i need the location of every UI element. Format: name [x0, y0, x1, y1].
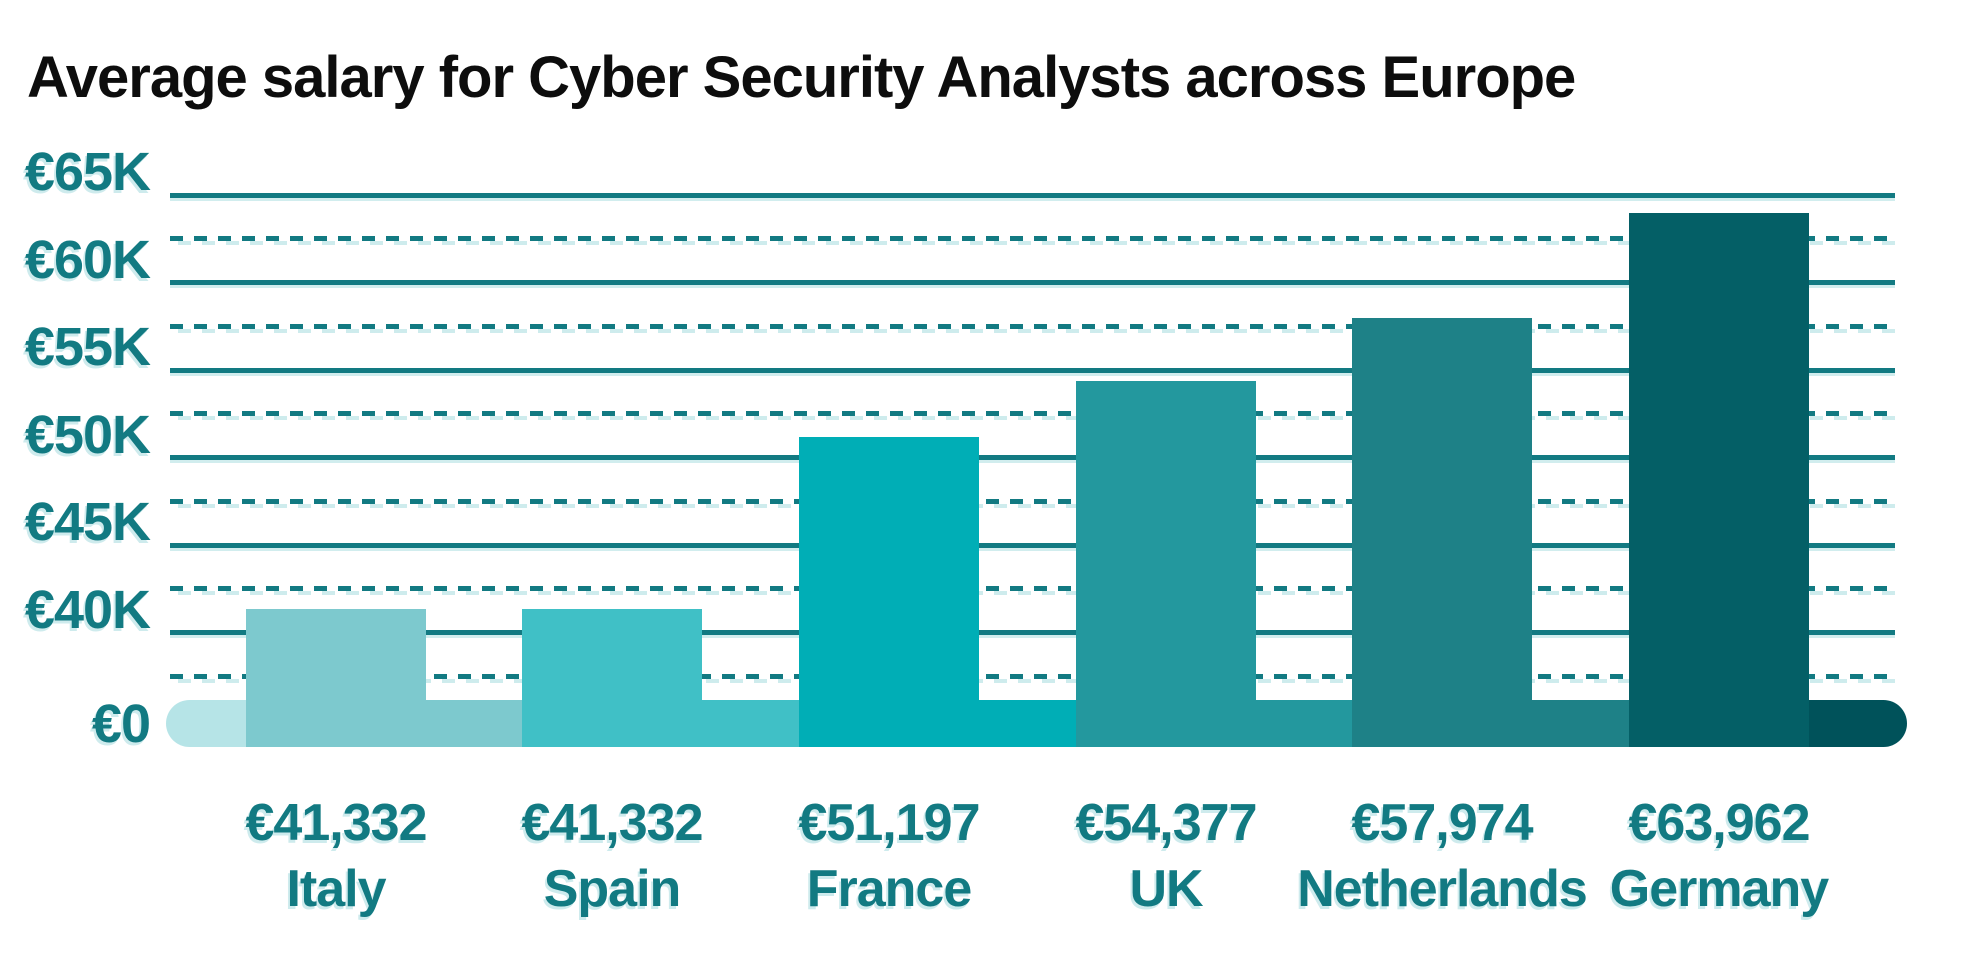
- country-label: France: [806, 860, 973, 918]
- bar-italy: [246, 609, 426, 747]
- gridline-dashed: [170, 586, 1895, 596]
- baseline-cap-left: [166, 700, 246, 747]
- country-label: Germany: [1609, 860, 1829, 918]
- gridline-solid: [170, 455, 1895, 460]
- chart-title: Average salary for Cyber Security Analys…: [27, 45, 1576, 110]
- value-label: €41,332: [521, 794, 704, 852]
- gridline-dashed: [170, 323, 1895, 333]
- bar-spain: [522, 609, 702, 747]
- bar-france: [799, 436, 979, 747]
- y-tick-label: €50K: [24, 404, 151, 465]
- value-label: €41,332: [245, 794, 428, 852]
- gridline-dashed: [170, 236, 1895, 246]
- country-label: Spain: [543, 860, 682, 918]
- gridline-dashed: [170, 498, 1895, 508]
- value-label: €51,197: [798, 794, 981, 852]
- y-tick-label: €60K: [24, 229, 151, 290]
- country-label: Netherlands: [1297, 860, 1588, 918]
- value-label: €57,974: [1351, 794, 1534, 852]
- y-tick-label-zero: €0: [91, 693, 151, 754]
- gridline-dashed: [170, 411, 1895, 421]
- gridline-solid: [170, 280, 1895, 285]
- gridline-solid: [170, 630, 1895, 635]
- country-label: Italy: [286, 860, 386, 918]
- y-tick-label: €65K: [24, 142, 151, 202]
- gridline-solid: [170, 367, 1895, 373]
- bar-germany: [1629, 213, 1809, 747]
- baseline-cap-right: [1809, 700, 1907, 747]
- y-tick-label: €55K: [24, 317, 151, 377]
- gridline-solid: [170, 542, 1895, 548]
- y-tick-label: €40K: [24, 579, 151, 640]
- bar-netherlands: [1352, 317, 1532, 747]
- value-label: €63,962: [1628, 794, 1811, 852]
- value-label: €54,377: [1075, 794, 1258, 852]
- gridline-dashed: [170, 673, 1895, 683]
- gridline-solid: [170, 192, 1895, 198]
- bar-uk: [1076, 380, 1256, 747]
- country-label: UK: [1129, 860, 1203, 918]
- y-tick-label: €45K: [24, 492, 151, 552]
